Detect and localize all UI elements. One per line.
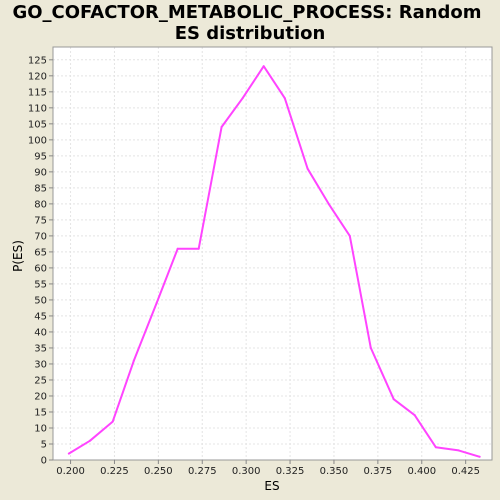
data-point (262, 65, 265, 68)
series-layer (67, 65, 481, 458)
y-tick-label: 55 (34, 279, 47, 290)
data-point (413, 414, 416, 417)
x-tick-label: 0.200 (56, 466, 85, 477)
y-tick-label: 30 (34, 359, 47, 370)
y-tick-label: 120 (28, 71, 47, 82)
y-tick-label: 60 (34, 263, 47, 274)
grid (53, 47, 492, 461)
x-tick-label: 0.275 (188, 466, 217, 477)
y-tick-label: 45 (34, 311, 47, 322)
y-tick-label: 90 (34, 167, 47, 178)
y-tick-label: 15 (34, 407, 47, 418)
data-point (67, 452, 70, 455)
x-tick-label: 0.350 (320, 466, 349, 477)
data-point (434, 446, 437, 449)
x-tick-label: 0.325 (276, 466, 305, 477)
y-tick-label: 35 (34, 343, 47, 354)
x-tick-label: 0.425 (451, 466, 480, 477)
y-tick-label: 110 (28, 103, 47, 114)
y-tick-label: 10 (34, 423, 47, 434)
y-tick-label: 100 (28, 135, 47, 146)
data-point (306, 167, 309, 170)
x-tick-label: 0.225 (100, 466, 129, 477)
y-axis-label: P(ES) (11, 240, 25, 272)
y-tick-label: 70 (34, 231, 47, 242)
plot-border (52, 46, 493, 461)
y-tick-label: 105 (28, 119, 47, 130)
x-axis-label: ES (264, 479, 279, 493)
series-line-0 (68, 65, 480, 458)
y-tick-label: 50 (34, 295, 47, 306)
y-tick-label: 80 (34, 199, 47, 210)
y-tick-label: 75 (34, 215, 47, 226)
chart-title-line-2: ES distribution (175, 23, 326, 44)
y-tick-label: 115 (28, 87, 47, 98)
x-tick-label: 0.300 (232, 466, 261, 477)
chart-title-line-1: GO_COFACTOR_METABOLIC_PROCESS: Random (12, 2, 481, 23)
y-tick-label: 0 (41, 456, 47, 467)
x-tick-label: 0.375 (364, 466, 393, 477)
data-point (392, 398, 395, 401)
data-point (197, 247, 200, 250)
data-point (327, 202, 330, 205)
data-point (176, 247, 179, 250)
data-point (283, 97, 286, 100)
data-point (241, 97, 244, 100)
y-tick-label: 5 (41, 439, 47, 450)
y-tick-label: 95 (34, 151, 47, 162)
data-point (457, 449, 460, 452)
y-tick-label: 65 (34, 247, 47, 258)
y-tick-label: 40 (34, 327, 47, 338)
y-tick-label: 20 (34, 391, 47, 402)
data-point (478, 455, 481, 458)
axis-ticks: 0 5 10 15 20 25 30 35 40 45 50 55 60 65 70 75 80 85 90 95 10… (28, 55, 480, 477)
x-tick-label: 0.250 (144, 466, 173, 477)
x-tick-label: 0.400 (407, 466, 436, 477)
y-tick-label: 85 (34, 183, 47, 194)
data-point (132, 359, 135, 362)
data-point (369, 346, 372, 349)
data-point (220, 126, 223, 129)
data-point (155, 302, 158, 305)
y-tick-label: 125 (28, 55, 47, 66)
y-tick-label: 25 (34, 375, 47, 386)
data-point (88, 439, 91, 442)
plot-area (53, 47, 492, 460)
data-point (111, 420, 114, 423)
data-point (348, 234, 351, 237)
